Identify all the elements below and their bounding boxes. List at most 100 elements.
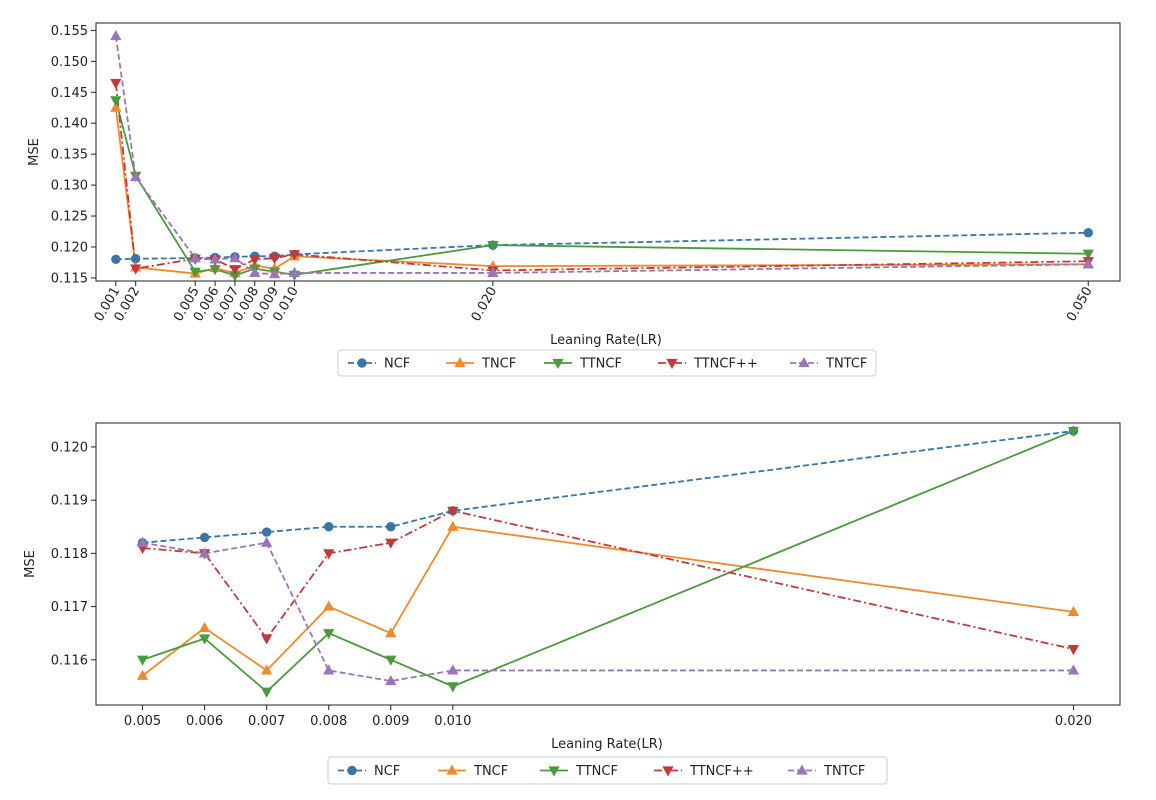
data-point (1067, 664, 1080, 675)
legend-item-ttncf: TTNCF (544, 357, 622, 372)
series-line-ttncfplusplus (114, 82, 1089, 272)
data-point (1083, 228, 1093, 238)
data-point (136, 536, 149, 547)
data-point (385, 655, 397, 666)
y-tick-label: 0.115 (51, 271, 88, 286)
series-line-ttncf (142, 430, 1074, 693)
data-point (385, 675, 397, 686)
data-point (110, 29, 122, 41)
data-point (385, 627, 397, 638)
data-point (323, 664, 335, 675)
legend-marker (548, 766, 560, 777)
x-tick-label: 0.007 (248, 714, 285, 729)
data-point (385, 538, 397, 549)
data-point (110, 78, 122, 90)
y-tick-label: 0.150 (51, 55, 88, 70)
legend: NCF TNCF TTNCF TTNCF++ TNTCF (327, 756, 888, 785)
legend-label: NCF (384, 357, 410, 372)
y-tick-label: 0.145 (51, 86, 88, 101)
y-tick-label: 0.120 (51, 440, 88, 455)
legend-label: TTNCF++ (689, 764, 754, 779)
data-point (189, 267, 201, 278)
legend-label: TNTCF (823, 764, 865, 779)
data-point (1067, 645, 1080, 656)
legend-item-ttncfplusplus: TTNCF++ (654, 764, 754, 779)
data-point (209, 265, 221, 276)
data-point (261, 536, 273, 547)
data-point (198, 547, 211, 558)
data-point (323, 629, 335, 640)
legend-marker (662, 766, 674, 777)
y-axis-label: MSE (23, 550, 38, 578)
legend-label: TNCF (473, 764, 508, 779)
legend-marker (798, 356, 810, 368)
y-tick-label: 0.120 (51, 240, 88, 255)
legend-item-tncf: TNCF (446, 357, 516, 372)
y-tick-label: 0.116 (51, 653, 88, 668)
y-tick-label: 0.117 (51, 600, 88, 615)
legend: NCF TNCF TTNCF TTNCF++ TNTCF (337, 349, 877, 377)
data-point (199, 532, 210, 543)
series-markers-tncf (136, 520, 1080, 680)
data-point (198, 634, 211, 645)
x-tick-label: 0.006 (186, 714, 223, 729)
plot-frame (95, 22, 1121, 282)
series-markers-ttncf (110, 96, 1094, 282)
legend-marker (446, 764, 458, 775)
x-tick-label: 0.020 (469, 285, 501, 325)
y-tick-label: 0.130 (51, 179, 88, 194)
data-point (261, 687, 273, 698)
data-point (189, 252, 201, 263)
legend-item-ttncf: TTNCF (540, 764, 618, 779)
data-point (261, 634, 273, 645)
data-point (288, 266, 301, 278)
chart-2: 0.116 0.117 0.118 0.119 0.120 0.005 0.006 0.007… (23, 422, 1121, 785)
data-point (1067, 605, 1080, 616)
legend-label: TNCF (481, 357, 516, 372)
data-point (229, 252, 241, 263)
legend-label: TTNCF++ (693, 357, 758, 372)
chart-1: 0.115 0.120 0.125 0.130 0.135 0.140 0.145 0.150… (27, 22, 1121, 377)
data-point (130, 264, 142, 275)
series-line-tncf (114, 107, 1089, 275)
legend-item-ncf: NCF (338, 764, 400, 779)
series-markers-tntcf (110, 29, 1094, 279)
data-point (261, 664, 273, 675)
legend-box (327, 756, 888, 785)
series-markers-ttncfplusplus (136, 506, 1080, 656)
series-line-tntcf (142, 541, 1074, 682)
series-line-ncf (115, 231, 1089, 261)
data-point (130, 171, 142, 182)
y-tick-label: 0.135 (51, 148, 88, 163)
x-tick-label: 0.008 (310, 714, 347, 729)
data-point (447, 520, 459, 531)
x-tick-label: 0.050 (1064, 285, 1096, 325)
legend-marker (552, 358, 564, 370)
data-point (249, 266, 261, 278)
series-line-ncf (142, 430, 1074, 544)
legend-item-tntcf: TNTCF (790, 357, 867, 372)
legend-label: NCF (374, 764, 400, 779)
y-tick-label: 0.118 (51, 547, 88, 562)
data-point (110, 96, 122, 107)
legend-box (337, 349, 877, 377)
legend-marker (357, 358, 367, 368)
data-point (136, 655, 149, 666)
data-point (447, 664, 459, 675)
data-point (323, 549, 335, 560)
plot-frame (95, 422, 1121, 706)
legend-label: TNTCF (825, 357, 867, 372)
data-point (268, 254, 281, 265)
data-point (136, 669, 149, 680)
legend-item-tncf: TNCF (438, 764, 508, 779)
legend-item-ttncfplusplus: TTNCF++ (658, 357, 758, 372)
data-point (229, 265, 241, 276)
legend-marker (347, 765, 357, 776)
y-tick-label: 0.155 (51, 24, 88, 39)
series-line-tncf (142, 525, 1074, 677)
x-axis-label: Leaning Rate(LR) (550, 333, 662, 348)
legend-item-ncf: NCF (348, 357, 410, 372)
data-point (111, 254, 121, 265)
data-point (209, 253, 221, 264)
